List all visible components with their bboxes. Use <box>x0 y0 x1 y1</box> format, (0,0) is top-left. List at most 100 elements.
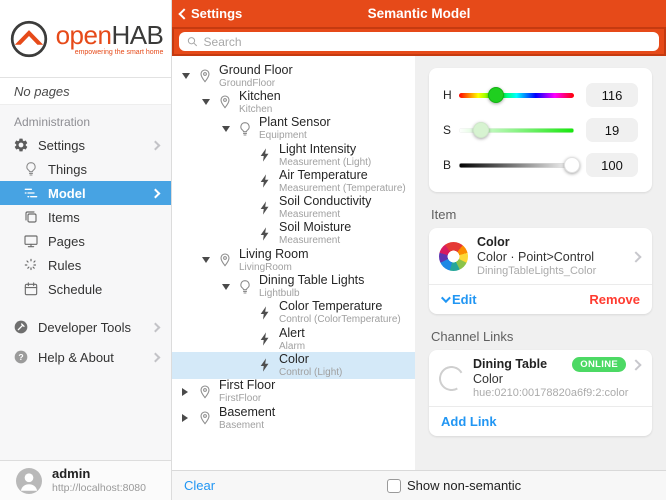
channel-circle-icon <box>436 363 467 394</box>
show-non-semantic-checkbox[interactable] <box>387 478 401 493</box>
chevron-right-icon <box>150 188 161 198</box>
sidebar-item-schedule[interactable]: Schedule <box>0 277 171 301</box>
tree-item-alert[interactable]: Alert Alarm <box>172 326 415 352</box>
add-link-button[interactable]: Add Link <box>441 414 497 429</box>
lightbulb-icon <box>237 279 253 295</box>
channel-title: Dining Table <box>473 357 548 371</box>
chevron-right-icon <box>150 352 161 362</box>
person-icon <box>16 468 42 494</box>
username: admin <box>52 466 91 481</box>
sidebar-item-developer-tools[interactable]: Developer Tools <box>0 315 171 339</box>
semantic-model-tree: Ground Floor GroundFloor Kitchen Kitchen P… <box>172 56 415 470</box>
collapsed-arrow-icon[interactable] <box>182 387 188 396</box>
item-name: DiningTableLights_Color <box>477 265 597 277</box>
expanded-arrow-icon[interactable] <box>222 125 230 132</box>
user-account[interactable]: admin http://localhost:8080 <box>0 460 171 500</box>
location-pin-icon <box>197 68 213 84</box>
sidebar-item-model[interactable]: Model <box>0 181 171 205</box>
saturation-slider-thumb[interactable] <box>472 122 489 138</box>
location-pin-icon <box>197 384 213 400</box>
page-title: Semantic Model <box>367 6 471 21</box>
tree-item-ground-floor[interactable]: Ground Floor GroundFloor <box>172 63 415 89</box>
expanded-arrow-icon[interactable] <box>222 283 230 290</box>
collapsed-arrow-icon[interactable] <box>182 414 188 422</box>
back-button[interactable]: Settings <box>172 6 242 21</box>
tree-item-soil-moisture[interactable]: Soil Moisture Measurement <box>172 221 415 247</box>
location-pin-icon <box>197 410 213 426</box>
remove-button[interactable]: Remove <box>589 292 640 307</box>
channel-links-card: Dining Table ONLINE Color hue:0210:00178… <box>429 350 652 436</box>
lightbulb-icon <box>237 121 253 137</box>
channel-link-row[interactable]: Dining Table ONLINE Color hue:0210:00178… <box>429 350 652 406</box>
status-badge: ONLINE <box>572 357 626 372</box>
clear-button[interactable]: Clear <box>184 478 216 493</box>
sidebar-item-things[interactable]: Things <box>0 157 171 181</box>
expanded-arrow-icon[interactable] <box>182 73 190 80</box>
edit-button[interactable]: Edit <box>440 292 477 307</box>
hue-slider-thumb[interactable] <box>487 87 504 103</box>
administration-section-label: Administration <box>14 115 91 129</box>
expanded-arrow-icon[interactable] <box>202 257 210 264</box>
search-icon <box>186 35 199 48</box>
sidebar-item-rules[interactable]: Rules <box>0 253 171 277</box>
saturation-slider[interactable] <box>459 122 574 138</box>
bolt-icon <box>257 331 273 347</box>
sidebar-item-help-about[interactable]: Help & About <box>0 345 171 369</box>
brand-tagline: empowering the smart home <box>74 48 164 56</box>
item-card: Color Color · Point>Control DiningTableL… <box>429 228 652 314</box>
main-area: Semantic Model Settings Ground FloorGrou… <box>172 0 666 500</box>
expanded-arrow-icon[interactable] <box>202 99 210 106</box>
channel-subtitle: Color <box>473 372 503 386</box>
sidebar-item-settings[interactable]: Settings <box>0 133 171 157</box>
bottom-toolbar: Clear Show non-semantic <box>172 470 666 500</box>
divider <box>429 284 652 285</box>
color-picker-card: H 116 S 19 B 100 <box>429 68 652 192</box>
tree-item-air-temperature[interactable]: Air Temperature Measurement (Temperature) <box>172 168 415 194</box>
no-pages-label: No pages <box>0 77 171 105</box>
brightness-slider-thumb[interactable] <box>563 157 580 173</box>
location-pin-icon <box>217 94 233 110</box>
navbar: Semantic Model Settings <box>172 0 666 27</box>
brightness-slider[interactable] <box>459 157 580 173</box>
chevron-right-icon <box>150 140 161 150</box>
item-type: Color · Point>Control <box>477 250 595 264</box>
tree-item-color-temperature[interactable]: Color Temperature Control (ColorTemperatu… <box>172 300 415 326</box>
search-input[interactable] <box>203 34 652 49</box>
item-title: Color <box>477 235 510 249</box>
tree-item-plant-sensor[interactable]: Plant Sensor Equipment <box>172 116 415 142</box>
developer-tools-icon <box>13 319 29 335</box>
bolt-icon <box>257 147 273 163</box>
brightness-slider-row: B 100 <box>443 153 638 177</box>
tree-item-dining-table-lights[interactable]: Dining Table Lights Lightbulb <box>172 273 415 299</box>
tree-item-basement[interactable]: Basement Basement <box>172 405 415 431</box>
tree-item-color-selected[interactable]: Color Control (Light) <box>172 352 415 379</box>
help-icon <box>13 349 29 365</box>
bolt-icon <box>257 226 273 242</box>
sidebar-item-items[interactable]: Items <box>0 205 171 229</box>
saturation-value: 19 <box>586 118 638 142</box>
saturation-slider-row: S 19 <box>443 118 638 142</box>
item-row[interactable]: Color Color · Point>Control DiningTableL… <box>429 228 652 284</box>
location-pin-icon <box>217 252 233 268</box>
lightbulb-icon <box>23 161 39 177</box>
tree-item-kitchen[interactable]: Kitchen Kitchen <box>172 89 415 115</box>
openhab-logo: openHAB empowering the smart home <box>0 0 171 77</box>
hue-slider-row: H 116 <box>443 83 638 107</box>
chevron-right-icon <box>630 250 642 263</box>
openhab-logo-icon <box>10 20 47 57</box>
pages-monitor-icon <box>23 233 39 249</box>
channel-links-section-label: Channel Links <box>431 329 514 344</box>
bolt-icon <box>257 305 273 321</box>
tree-item-living-room[interactable]: Living Room LivingRoom <box>172 247 415 273</box>
tree-item-soil-conductivity[interactable]: Soil Conductivity Measurement <box>172 194 415 220</box>
tree-item-first-floor[interactable]: First Floor FirstFloor <box>172 379 415 405</box>
gear-icon <box>13 137 29 153</box>
tree-item-light-intensity[interactable]: Light Intensity Measurement (Light) <box>172 142 415 168</box>
hue-slider[interactable] <box>459 87 574 103</box>
color-wheel-icon <box>439 242 468 271</box>
bolt-icon <box>257 200 273 216</box>
channel-uid: hue:0210:00178820a6f9:2:color <box>473 387 629 399</box>
chevron-down-icon <box>440 293 451 304</box>
schedule-calendar-icon <box>23 281 39 297</box>
sidebar-item-pages[interactable]: Pages <box>0 229 171 253</box>
